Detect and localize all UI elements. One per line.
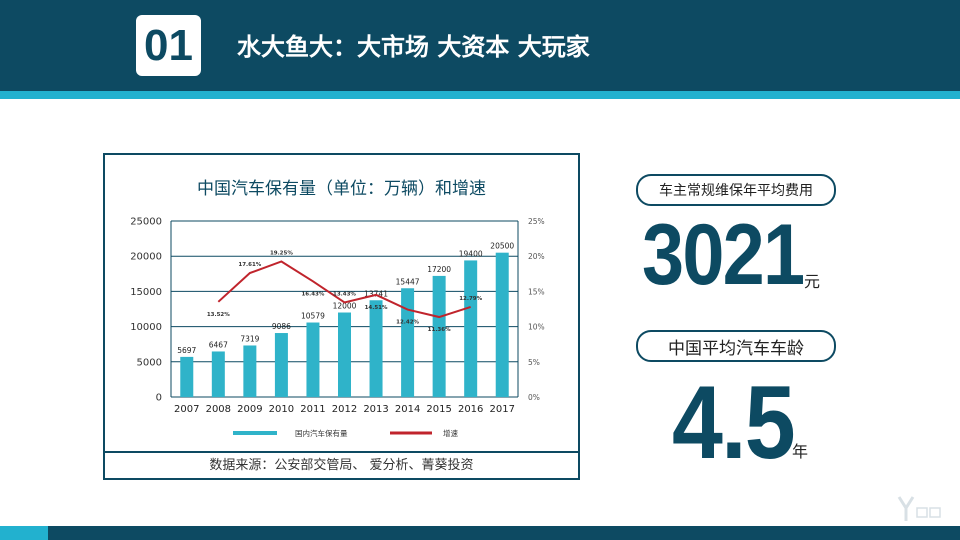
footer-accent <box>0 526 48 540</box>
y2-tick-label: 5% <box>528 358 540 367</box>
x-tick-label: 2010 <box>269 404 294 415</box>
stat-label-car-age: 中国平均汽车车龄 <box>636 330 836 362</box>
growth-value-label: 17.61% <box>238 262 261 268</box>
y2-tick-label: 0% <box>528 393 540 402</box>
bar <box>369 300 383 397</box>
y-tick-label: 20000 <box>130 252 162 263</box>
y-tick-label: 10000 <box>130 322 162 333</box>
header-stripe <box>0 91 960 99</box>
bar-value-label: 19400 <box>459 249 483 258</box>
chart-title: 中国汽车保有量（单位：万辆）和增速 <box>197 179 486 199</box>
chart-panel: 中国汽车保有量（单位：万辆）和增速 0 5000 10000 15000 20000 25… <box>103 153 580 480</box>
bar-value-label: 17200 <box>427 265 451 274</box>
bar <box>432 275 446 397</box>
bar <box>464 260 478 397</box>
x-tick-label: 2008 <box>206 404 231 415</box>
bar-value-label: 13741 <box>364 289 388 298</box>
x-tick-label: 2014 <box>395 404 420 415</box>
y-tick-label: 0 <box>156 393 162 404</box>
growth-value-label: 12.42% <box>396 320 419 326</box>
chart-svg: 0 5000 10000 15000 20000 25000 0% 5% 10% 15% 20% 25… <box>130 217 545 439</box>
y2-tick-label: 10% <box>528 323 545 332</box>
x-tick-label: 2011 <box>300 404 325 415</box>
x-tick-label: 2009 <box>237 404 262 415</box>
y2-tick-label: 15% <box>528 287 545 296</box>
footer-bar <box>0 526 960 540</box>
legend-label-bar: 国内汽车保有量 <box>295 428 348 438</box>
data-source: 数据来源：公安部交管局、 爱分析、菁葵投资 <box>105 451 578 480</box>
y2-tick-label: 25% <box>528 217 545 226</box>
bar <box>211 351 225 397</box>
bar-value-label: 6467 <box>209 340 228 349</box>
stat-value-car-age: 4.5 <box>672 365 796 481</box>
bar-value-label: 9086 <box>272 322 291 331</box>
x-tick-label: 2016 <box>458 404 483 415</box>
growth-value-label: 19.25% <box>270 250 293 256</box>
growth-value-label: 11.36% <box>428 327 451 333</box>
y2-tick-label: 20% <box>528 252 545 261</box>
growth-line <box>217 260 471 319</box>
bar <box>306 322 320 397</box>
bar-value-label: 7319 <box>240 334 259 343</box>
x-tick-label: 2007 <box>174 404 199 415</box>
y-tick-label: 5000 <box>137 357 162 368</box>
x-tick-label: 2012 <box>332 404 357 415</box>
bar <box>243 345 257 397</box>
legend-swatch-bar <box>233 431 277 435</box>
bar <box>274 333 288 397</box>
bar <box>180 356 194 397</box>
growth-value-label: 13.52% <box>207 312 230 318</box>
y-tick-label: 15000 <box>130 287 162 298</box>
y-tick-label: 25000 <box>130 217 162 228</box>
page-title: 水大鱼大：大市场 大资本 大玩家 <box>237 33 590 61</box>
legend-label-line: 增速 <box>443 428 458 438</box>
stat-value-maintenance-cost: 3021 <box>642 207 805 303</box>
bar <box>338 312 351 397</box>
x-tick-label: 2013 <box>363 404 388 415</box>
stat-unit-yuan: 元 <box>804 272 821 291</box>
x-tick-label: 2015 <box>426 404 451 415</box>
growth-value-label: 14.51% <box>365 305 388 311</box>
stat-label-maintenance-cost: 车主常规维保年平均费用 <box>636 174 836 206</box>
stat-unit-year: 年 <box>792 442 809 461</box>
growth-value-label: 13.43% <box>333 291 356 297</box>
bar-value-label: 20500 <box>490 242 514 251</box>
bar-value-label: 5697 <box>177 346 196 355</box>
bar <box>495 252 509 397</box>
bar <box>401 288 415 397</box>
x-tick-label: 2017 <box>490 404 515 415</box>
bar-value-label: 10579 <box>301 312 325 321</box>
logo-watermark-icon <box>897 496 941 521</box>
growth-value-label: 16.43% <box>301 291 324 297</box>
section-number-badge: 01 <box>136 15 201 76</box>
growth-value-label: 12.79% <box>459 296 482 302</box>
bar-value-label: 15447 <box>396 277 420 286</box>
bar-value-label: 12000 <box>333 302 357 311</box>
